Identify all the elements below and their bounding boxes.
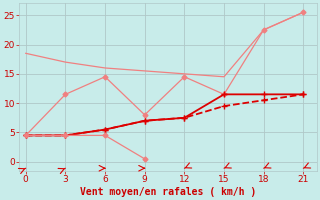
X-axis label: Vent moyen/en rafales ( km/h ): Vent moyen/en rafales ( km/h ) bbox=[80, 187, 256, 197]
